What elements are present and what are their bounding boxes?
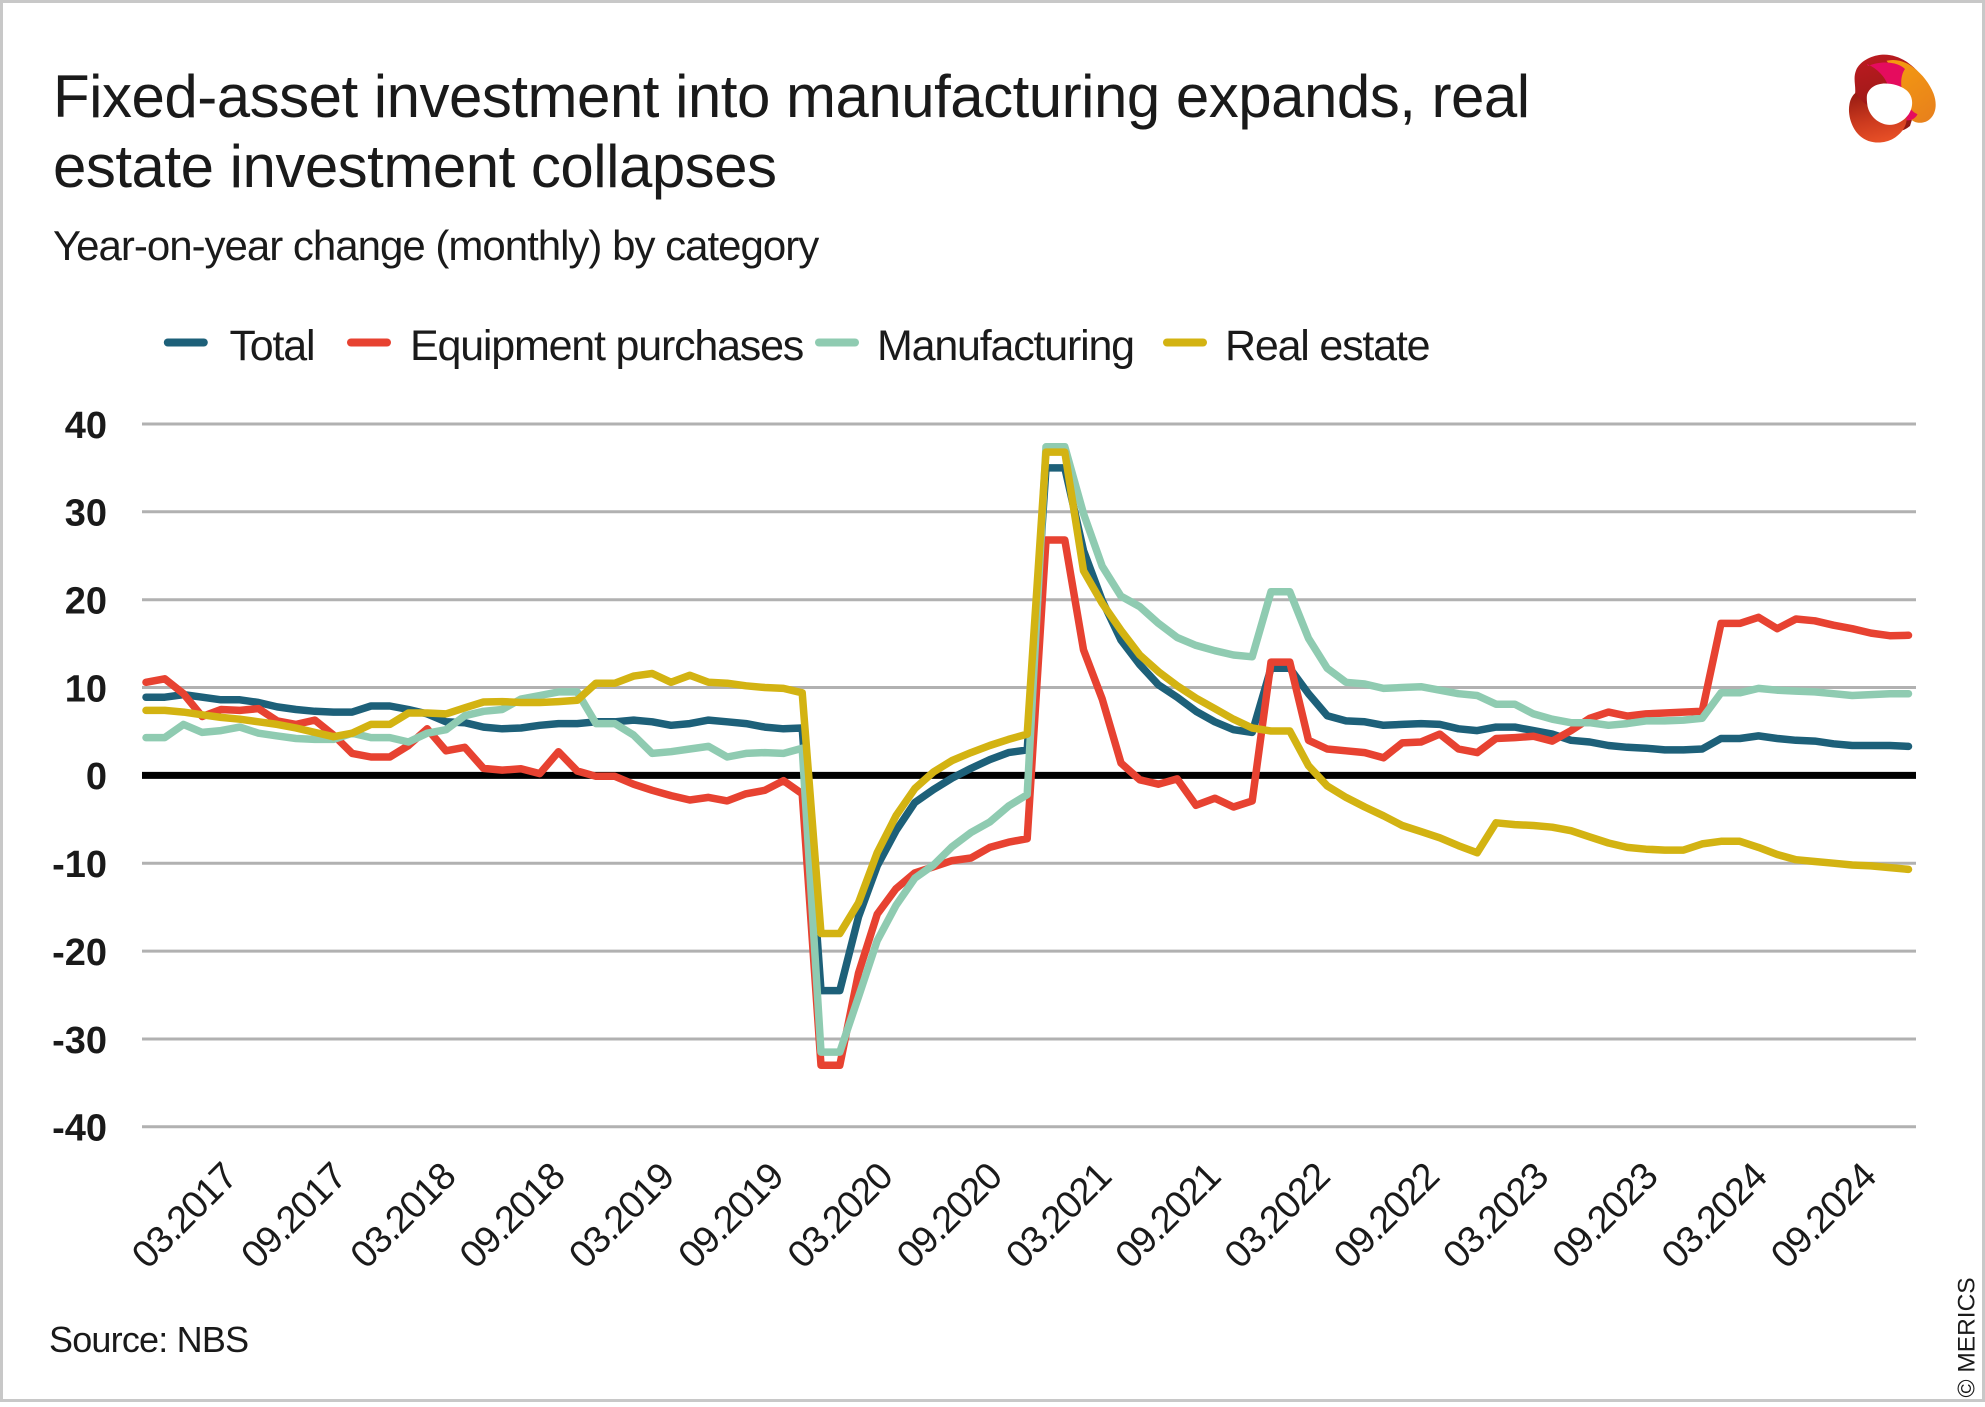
svg-text:40: 40 [65, 405, 107, 447]
svg-text:Manufacturing: Manufacturing [877, 322, 1134, 370]
svg-text:Fixed-asset investment into ma: Fixed-asset investment into manufacturin… [53, 63, 1530, 130]
svg-text:-30: -30 [52, 1020, 107, 1062]
svg-text:Real estate: Real estate [1225, 322, 1429, 370]
svg-text:30: 30 [65, 493, 107, 535]
svg-text:10: 10 [65, 668, 107, 710]
svg-text:Source: NBS: Source: NBS [49, 1319, 248, 1360]
svg-text:Equipment purchases: Equipment purchases [410, 322, 803, 370]
svg-text:0: 0 [86, 756, 107, 798]
svg-text:-10: -10 [52, 844, 107, 886]
svg-text:-20: -20 [52, 932, 107, 974]
svg-text:20: 20 [65, 581, 107, 623]
svg-text:Year-on-year change (monthly): Year-on-year change (monthly) by categor… [53, 222, 819, 269]
svg-text:Total: Total [230, 322, 315, 370]
svg-text:© MERICS: © MERICS [1954, 1277, 1981, 1397]
svg-text:-40: -40 [52, 1108, 107, 1150]
svg-text:estate investment collapses: estate investment collapses [53, 133, 777, 200]
